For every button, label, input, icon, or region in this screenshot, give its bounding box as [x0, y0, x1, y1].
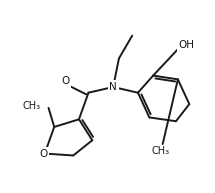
Text: OH: OH — [178, 40, 194, 50]
Text: O: O — [40, 149, 48, 159]
Text: N: N — [109, 82, 117, 92]
Text: O: O — [61, 76, 70, 86]
Text: CH₃: CH₃ — [23, 101, 41, 111]
Text: CH₃: CH₃ — [152, 146, 170, 156]
